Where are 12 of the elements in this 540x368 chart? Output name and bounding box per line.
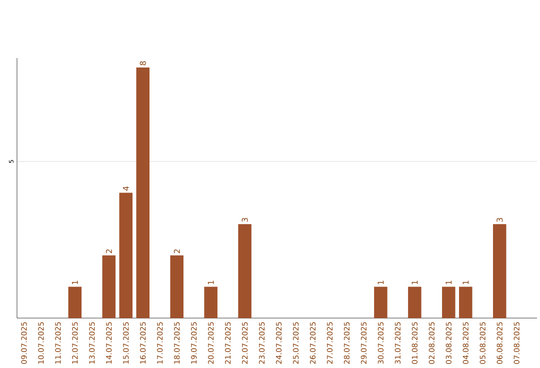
- bar: [238, 224, 252, 318]
- bar: [68, 286, 82, 318]
- bar: [170, 256, 184, 318]
- bar: [102, 256, 116, 318]
- bar: [119, 192, 133, 318]
- bar: [459, 286, 472, 318]
- bar: [442, 286, 456, 318]
- bar: [492, 224, 506, 318]
- bar: [204, 286, 218, 318]
- bar: [374, 286, 388, 318]
- bar: [136, 68, 150, 318]
- bar: [408, 286, 422, 318]
